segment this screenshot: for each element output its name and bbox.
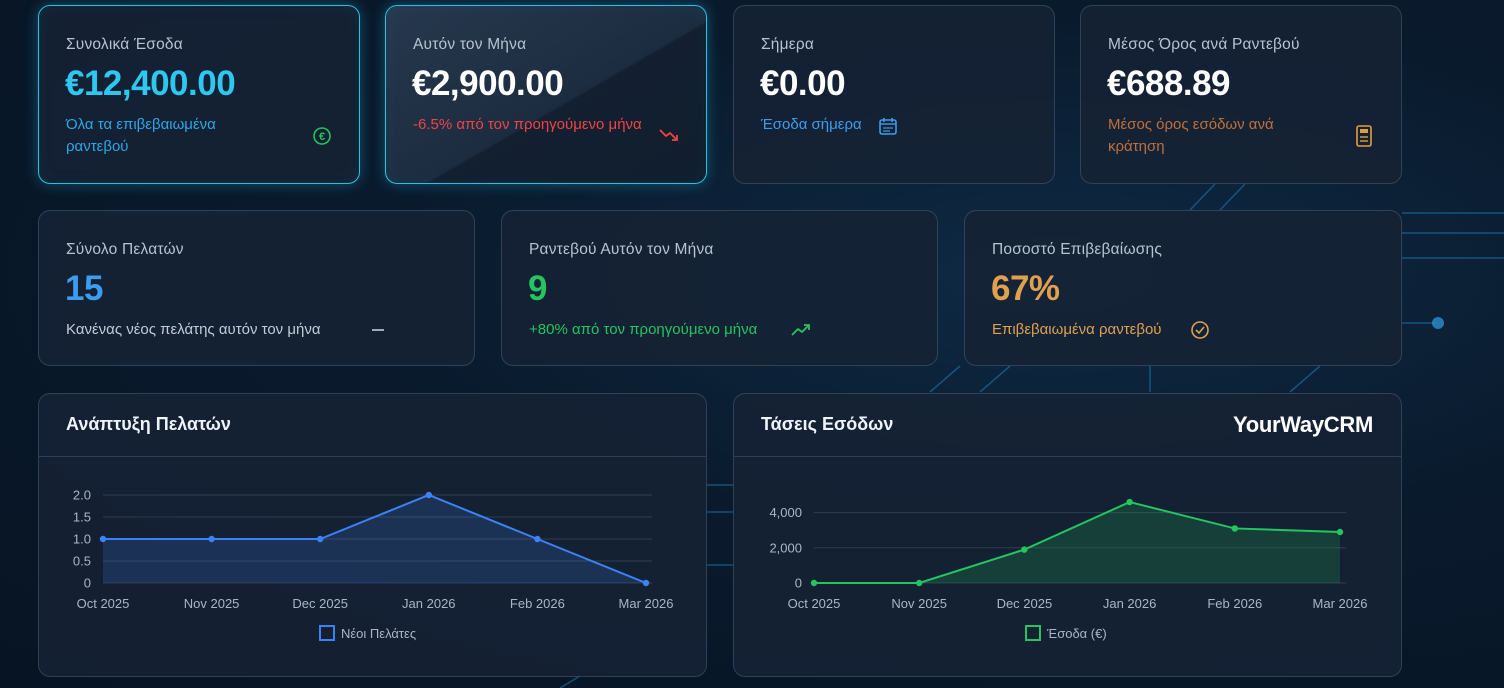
x-tick-label: Feb 2026 [510,596,565,611]
stat-card-this-month: Αυτόν τον Μήνα €2,900.00 -6.5% από τον π… [385,5,707,184]
x-tick-label: Jan 2026 [402,596,456,611]
euro-circle-icon: € [313,127,331,145]
stat-value: €688.89 [1107,64,1231,103]
x-tick-label: Nov 2025 [891,596,947,611]
stat-label: Ποσοστό Επιβεβαίωσης [992,241,1162,258]
series-line [103,493,647,584]
stat-card-confirmation-rate: Ποσοστό Επιβεβαίωσης 67% Επιβεβαιωμένα ρ… [964,210,1402,366]
data-point [1336,528,1344,536]
y-tick-label: 0 [795,576,802,591]
stat-value: 15 [65,269,103,308]
minus-icon [372,329,384,331]
stat-value: €0.00 [760,64,846,103]
chart-legend[interactable]: Νέοι Πελάτες [319,625,416,641]
data-point [99,535,107,543]
stat-value: €2,900.00 [412,64,564,103]
client-growth-panel: Ανάπτυξη Πελατών 0 0.5 1.0 1.5 2.0 Oct 2025 No… [38,393,707,677]
data-point [810,579,818,587]
stat-subtext: Όλα τα επιβεβαιωμένα ραντεβού [66,116,216,155]
stat-label: Συνολικά Έσοδα [66,36,183,53]
panel-title: Ανάπτυξη Πελατών [66,414,231,434]
y-tick-label: 0.5 [73,554,91,569]
stat-card-total-revenue: Συνολικά Έσοδα €12,400.00 Όλα τα επιβεβα… [38,5,360,184]
stat-label: Σύνολο Πελατών [66,241,184,258]
stat-label: Μέσος Όρος ανά Ραντεβού [1108,36,1300,53]
trending-up-icon [791,324,810,336]
stat-card-appointments-this-month: Ραντεβού Αυτόν τον Μήνα 9 +80% από τον π… [501,210,938,366]
y-tick-label: 1.0 [73,532,91,547]
stat-card-total-clients: Σύνολο Πελατών 15 Κανένας νέος πελάτης α… [38,210,475,366]
x-tick-label: Dec 2025 [292,596,348,611]
stat-label: Ραντεβού Αυτόν τον Μήνα [529,241,714,258]
data-point [425,491,432,499]
stat-label: Σήμερα [761,36,815,53]
x-tick-label: Oct 2025 [77,596,130,611]
svg-text:€: € [319,131,325,143]
y-tick-label: 2.0 [73,488,91,503]
calendar-icon [879,118,897,135]
calculator-icon [1356,125,1372,147]
legend-label: Έσοδα (€) [1047,626,1107,641]
client-growth-chart: 0 0.5 1.0 1.5 2.0 Oct 2025 Nov 2025 Dec 2025 Jan… [73,488,674,612]
legend-label: Νέοι Πελάτες [341,626,417,641]
legend-swatch [319,625,335,641]
y-tick-label: 4,000 [769,505,802,520]
stat-value: €12,400.00 [65,64,236,103]
stat-card-average-per-appointment: Μέσος Όρος ανά Ραντεβού €688.89 Μέσος όρ… [1080,5,1402,184]
x-tick-label: Jan 2026 [1103,596,1157,611]
stat-subtext: Μέσος όρος εσόδων ανά κράτηση [1108,116,1274,155]
revenue-trends-panel: Τάσεις Εσόδων YourWayCRM 0 2,000 4,000 Oct … [733,393,1402,677]
chart-legend[interactable]: Έσοδα (€) [1025,625,1107,641]
stat-card-today: Σήμερα €0.00 Έσοδα σήμερα [733,5,1055,184]
series-line [814,500,1341,584]
data-point [317,535,324,543]
panel-divider [734,456,1401,457]
x-tick-label: Nov 2025 [184,596,240,611]
revenue-trends-chart: 0 2,000 4,000 Oct 2025 Nov 2025 Dec 2025 Jan 2… [769,498,1368,611]
stat-subtext: Κανένας νέος πελάτης αυτόν τον μήνα [66,321,321,338]
stat-subtext: -6.5% από τον προηγούμενο μήνα [413,116,642,133]
trending-down-icon [659,129,678,141]
y-tick-label: 0 [84,576,91,591]
brand-logo: YourWayCRM [1232,412,1373,437]
stat-label: Αυτόν τον Μήνα [413,36,527,53]
x-tick-label: Oct 2025 [788,596,841,611]
stat-subtext: Επιβεβαιωμένα ραντεβού [992,321,1162,338]
panel-divider [39,456,706,457]
data-point [642,579,650,587]
stat-value: 9 [528,269,547,308]
data-point [1021,546,1028,553]
y-tick-label: 2,000 [769,540,802,555]
check-circle-icon [1191,321,1209,339]
stat-subtext: Έσοδα σήμερα [761,116,862,133]
x-tick-label: Feb 2026 [1207,596,1262,611]
y-tick-label: 1.5 [73,510,91,525]
series-area [814,502,1340,583]
stat-subtext: +80% από τον προηγούμενο μήνα [529,321,758,338]
data-point [1231,525,1238,532]
legend-swatch [1025,625,1041,641]
data-point [208,535,215,543]
x-tick-label: Dec 2025 [997,596,1053,611]
x-tick-label: Mar 2026 [1313,596,1368,611]
data-point [534,535,541,543]
panel-title: Τάσεις Εσόδων [761,414,894,434]
data-point [916,579,923,587]
series-area [103,495,646,583]
stat-value: 67% [991,269,1060,308]
x-tick-label: Mar 2026 [619,596,674,611]
data-point [1126,498,1133,506]
